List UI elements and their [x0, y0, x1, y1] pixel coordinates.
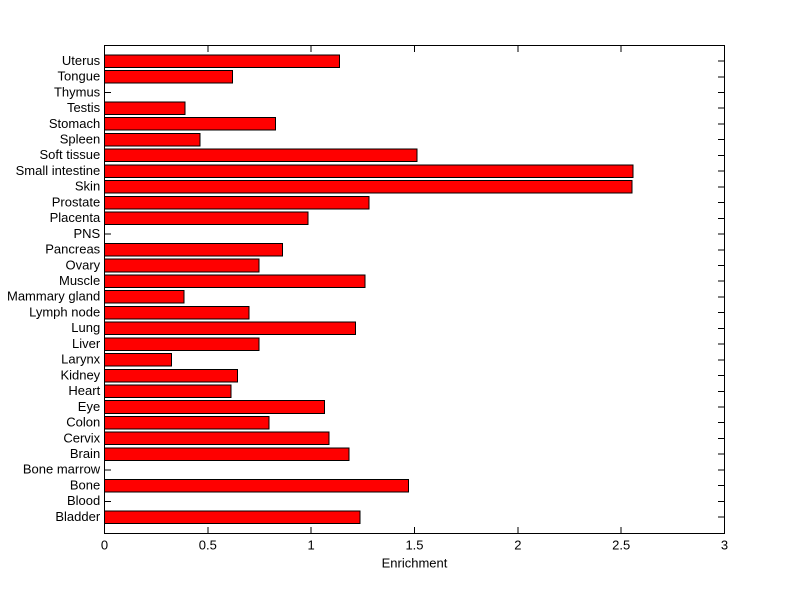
svg-text:0: 0	[101, 537, 108, 552]
svg-text:Blood: Blood	[67, 493, 100, 508]
svg-text:Larynx: Larynx	[61, 352, 101, 367]
svg-text:Brain: Brain	[70, 446, 100, 461]
svg-text:Small intestine: Small intestine	[16, 163, 101, 178]
svg-text:Kidney: Kidney	[60, 367, 100, 382]
svg-text:Cervix: Cervix	[63, 430, 100, 445]
svg-text:Stomach: Stomach	[49, 116, 100, 131]
svg-text:Soft tissue: Soft tissue	[39, 147, 100, 162]
svg-text:Mammary gland: Mammary gland	[7, 289, 100, 304]
svg-text:Bone marrow: Bone marrow	[23, 462, 101, 477]
svg-text:Skin: Skin	[75, 179, 100, 194]
svg-text:Ovary: Ovary	[66, 257, 101, 272]
svg-text:Colon: Colon	[66, 415, 100, 430]
svg-text:Lung: Lung	[71, 320, 100, 335]
svg-text:Tongue: Tongue	[58, 69, 101, 84]
svg-text:2: 2	[514, 537, 521, 552]
svg-text:Placenta: Placenta	[50, 210, 101, 225]
svg-text:Eye: Eye	[78, 399, 100, 414]
svg-text:Bladder: Bladder	[55, 509, 100, 524]
svg-text:Muscle: Muscle	[59, 273, 100, 288]
svg-text:0.5: 0.5	[199, 537, 217, 552]
svg-text:Lymph node: Lymph node	[29, 304, 100, 319]
svg-text:Bone: Bone	[70, 477, 100, 492]
svg-text:Spleen: Spleen	[60, 131, 100, 146]
svg-text:3: 3	[721, 537, 728, 552]
svg-text:Uterus: Uterus	[62, 53, 101, 68]
svg-text:PNS: PNS	[73, 226, 100, 241]
svg-text:1.5: 1.5	[405, 537, 423, 552]
svg-text:Thymus: Thymus	[54, 84, 101, 99]
svg-text:Liver: Liver	[72, 336, 101, 351]
svg-text:Testis: Testis	[67, 100, 101, 115]
svg-text:2.5: 2.5	[612, 537, 630, 552]
svg-text:Prostate: Prostate	[52, 194, 100, 209]
svg-text:Enrichment: Enrichment	[382, 556, 448, 571]
svg-text:Pancreas: Pancreas	[45, 242, 100, 257]
svg-text:1: 1	[308, 537, 315, 552]
svg-text:Heart: Heart	[68, 383, 100, 398]
